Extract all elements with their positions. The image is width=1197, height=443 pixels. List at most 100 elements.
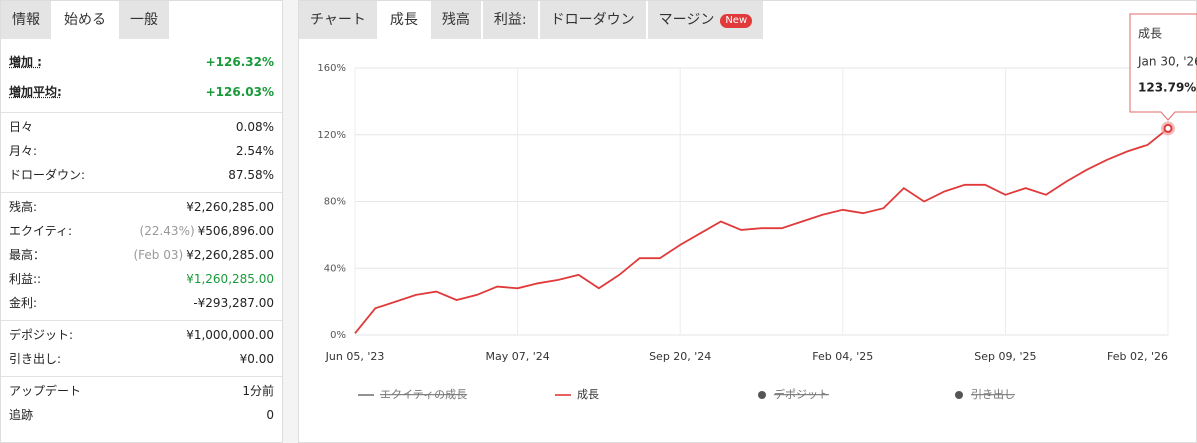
stats-group: デポジット: ¥1,000,000.00 引き出し: ¥0.00: [1, 321, 282, 377]
tab-label: 残高: [441, 12, 470, 28]
stat-label: 利益::: [9, 272, 42, 286]
stat-value: ¥2,260,285.00: [186, 200, 274, 214]
stats-row: 日々 0.08%: [1, 115, 282, 139]
stats-row: デポジット: ¥1,000,000.00: [1, 323, 282, 347]
tab-label: チャート: [310, 12, 366, 28]
stats-group: 日々 0.08% 月々: 2.54% ドローダウン: 87.58%: [1, 113, 282, 193]
stat-value-wrap: 1分前: [242, 379, 274, 403]
stat-value: 2.54%: [235, 144, 274, 158]
stats-row: 増加 : +126.32%: [1, 47, 282, 77]
stat-value: +126.03%: [205, 85, 274, 99]
tab-label: 利益:: [493, 12, 527, 28]
stats-row: アップデート 1分前: [1, 379, 282, 403]
tab[interactable]: 残高: [430, 1, 481, 39]
badge: New: [720, 14, 753, 28]
y-tick-label: 120%: [317, 130, 346, 141]
stat-value-wrap: 0: [266, 403, 274, 427]
stat-value-wrap: ¥1,260,285.00: [186, 267, 274, 291]
stat-value: ¥1,260,285.00: [186, 272, 274, 286]
stat-note: (22.43%): [139, 224, 195, 238]
stat-label: 月々:: [9, 144, 38, 158]
stats-row: 増加平均: +126.03%: [1, 77, 282, 107]
stats-row: 月々: 2.54%: [1, 139, 282, 163]
legend-label: 引き出し: [971, 387, 1015, 401]
stat-value-wrap: (22.43%) ¥506,896.00: [140, 219, 274, 243]
legend-marker: [955, 391, 963, 399]
stat-value-wrap: ¥1,000,000.00: [186, 323, 274, 347]
stat-note: (Feb 03): [133, 248, 184, 262]
x-tick-label: Feb 04, '25: [812, 350, 873, 363]
stat-value: -¥293,287.00: [193, 296, 274, 310]
stat-label: 増加平均:: [9, 85, 62, 99]
stats-row: 引き出し: ¥0.00: [1, 347, 282, 371]
tab[interactable]: 情報: [1, 1, 51, 39]
stat-value: 1分前: [242, 384, 274, 398]
stat-value: 87.58%: [228, 168, 274, 182]
tab-label: 成長: [389, 12, 418, 28]
stat-value-wrap: (Feb 03) ¥2,260,285.00: [134, 243, 275, 267]
legend-marker: [758, 391, 766, 399]
y-tick-label: 40%: [324, 263, 346, 274]
stat-value: 0.08%: [235, 120, 274, 134]
y-tick-label: 160%: [317, 63, 346, 74]
stat-label: 日々: [9, 120, 34, 134]
y-tick-label: 0%: [330, 330, 346, 341]
stats-group: 残高: ¥2,260,285.00 エクイティ: (22.43%) ¥506,896.0…: [1, 193, 282, 321]
tab[interactable]: 利益:: [482, 1, 538, 39]
stats-row: ドローダウン: 87.58%: [1, 163, 282, 187]
stat-value-wrap: +126.32%: [206, 47, 274, 77]
stat-value: ¥2,260,285.00: [186, 248, 274, 262]
tab[interactable]: 成長: [378, 1, 429, 39]
tab-bar: チャート 成長 残高 利益: ドローダウン マージン New: [299, 1, 765, 39]
tooltip: 成長 Jan 30, '26 123.79%: [1129, 13, 1197, 121]
stat-value: ¥1,000,000.00: [186, 328, 274, 342]
x-tick-label: Feb 02, '26: [1107, 350, 1168, 363]
stats-panel: 情報 始める 一般 増加 : +126.32% 増加平均: +126.03% 日々 0.08%…: [0, 0, 283, 443]
stat-label: デポジット:: [9, 328, 74, 342]
stats-row: エクイティ: (22.43%) ¥506,896.00: [1, 219, 282, 243]
stats-row: 利益:: ¥1,260,285.00: [1, 267, 282, 291]
stat-value: ¥0.00: [239, 352, 274, 366]
tooltip-value: 123.79%: [1138, 81, 1196, 95]
stat-label: 金利:: [9, 296, 38, 310]
stat-label: ドローダウン:: [9, 168, 86, 182]
stat-value-wrap: ¥0.00: [240, 347, 274, 371]
stats-row: 追跡 0: [1, 403, 282, 427]
stat-value-wrap: -¥293,287.00: [193, 291, 274, 315]
stat-value-wrap: 0.08%: [236, 115, 274, 139]
stat-label: 最高：: [9, 248, 46, 262]
stat-label: 引き出し:: [9, 352, 62, 366]
stats-row: 金利: -¥293,287.00: [1, 291, 282, 315]
legend-label: デポジット: [774, 387, 829, 401]
tab-bar: 情報 始める 一般: [1, 1, 171, 39]
x-tick-label: May 07, '24: [485, 350, 549, 363]
tab-label: マージン: [658, 12, 715, 28]
series-line: [354, 127, 1169, 334]
tab[interactable]: マージン New: [647, 1, 764, 39]
tooltip-box: [1129, 13, 1197, 121]
tab[interactable]: 一般: [119, 1, 169, 39]
stat-value-wrap: +126.03%: [206, 77, 274, 107]
x-tick-label: Sep 09, '25: [974, 350, 1036, 363]
tab-label: ドローダウン: [550, 12, 635, 28]
tab[interactable]: ドローダウン: [539, 1, 646, 39]
stat-label: 追跡: [9, 408, 34, 422]
tab[interactable]: チャート: [299, 1, 377, 39]
stat-label: 残高:: [9, 200, 38, 214]
stats-group: 増加 : +126.32% 増加平均: +126.03%: [1, 45, 282, 113]
tab[interactable]: 始める: [53, 1, 117, 39]
tooltip-title: 成長: [1138, 27, 1162, 41]
x-tick-label: Sep 20, '24: [649, 350, 711, 363]
legend-label: エクイティの成長: [380, 388, 467, 401]
stat-label: 増加 :: [9, 55, 42, 69]
stat-value: +126.32%: [205, 55, 274, 69]
stat-label: アップデート: [9, 384, 82, 398]
stats-row: 残高: ¥2,260,285.00: [1, 195, 282, 219]
hover-point: [1163, 123, 1173, 133]
stat-value-wrap: ¥2,260,285.00: [186, 195, 274, 219]
tooltip-date: Jan 30, '26: [1137, 55, 1197, 69]
legend-label: 成長: [577, 388, 599, 401]
chart: 0% 40% 80% 120% 160% Jun 05, '23 May 07, '24 Se…: [317, 13, 1197, 401]
x-tick-label: Jun 05, '23: [325, 350, 385, 363]
stat-value: ¥506,896.00: [197, 224, 274, 238]
